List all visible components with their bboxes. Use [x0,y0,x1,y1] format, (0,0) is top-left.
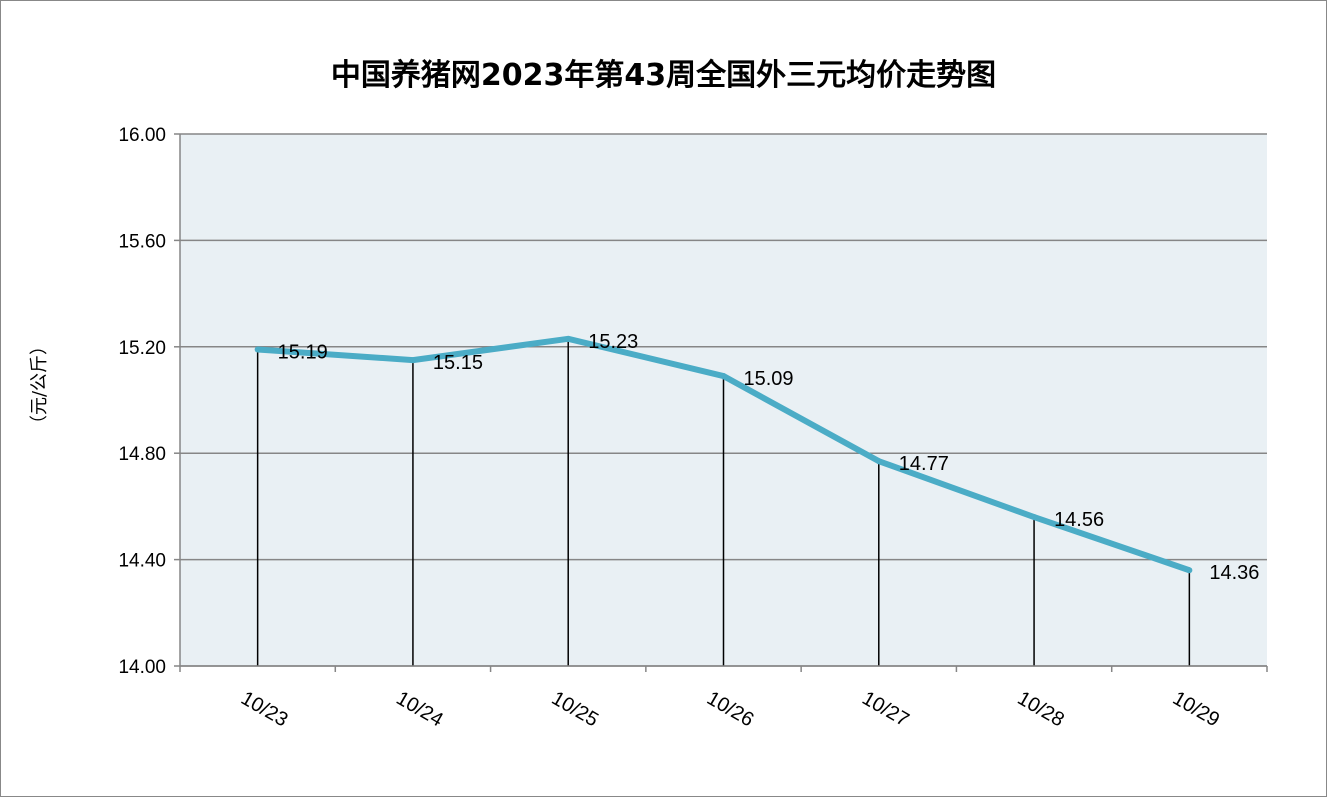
y-tick-label: 14.40 [118,551,166,572]
x-tick-label: 10/29 [1169,687,1223,731]
data-label: 14.56 [1054,509,1104,531]
data-label: 15.15 [433,352,483,374]
data-label: 15.23 [588,331,638,353]
data-point [1186,567,1193,574]
data-label: 15.19 [278,341,328,363]
data-point [875,458,882,465]
data-point [409,357,416,364]
data-label: 14.36 [1209,562,1259,584]
y-tick-label: 14.80 [118,444,166,465]
data-point [720,373,727,380]
y-tick-label: 15.60 [118,231,166,252]
x-tick-label: 10/28 [1014,687,1068,731]
x-tick-label: 10/23 [237,687,291,731]
data-label: 15.09 [744,368,794,390]
data-point [254,346,261,353]
data-point [565,335,572,342]
y-tick-label: 16.00 [118,125,166,146]
x-tick-label: 10/25 [548,687,602,731]
chart-title: 中国养猪网2023年第43周全国外三元均价走势图 [330,58,997,93]
y-tick-label: 14.00 [118,657,166,678]
x-tick-label: 10/27 [858,687,912,731]
data-label: 14.77 [899,453,949,475]
x-tick-label: 10/26 [703,687,757,731]
x-tick-label: 10/24 [392,687,446,731]
data-point [1031,514,1038,521]
y-tick-label: 15.20 [118,338,166,359]
